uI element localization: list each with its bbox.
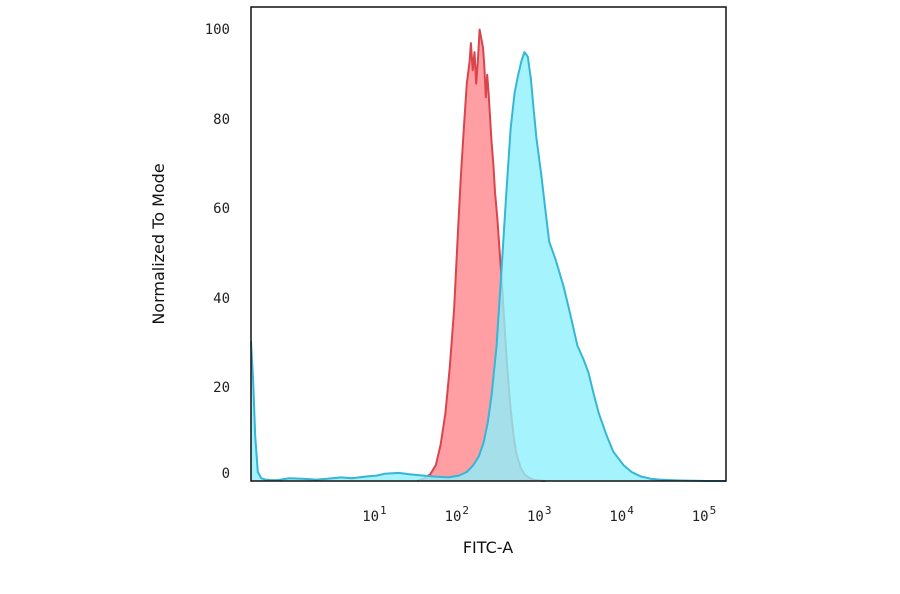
x-axis-label: FITC-A <box>463 538 513 557</box>
series-layer <box>250 28 726 482</box>
plot-frame <box>250 6 727 482</box>
y-axis-label: Normalized To Mode <box>149 163 168 324</box>
x-axis: 101 102 103 104 105 <box>362 504 716 525</box>
y-axis: 0 20 40 60 80 100 <box>205 22 230 482</box>
series-1-area <box>417 29 546 481</box>
y-tick-label: 20 <box>213 380 230 396</box>
y-tick-label: 40 <box>213 291 230 307</box>
x-tick-label: 104 <box>609 504 634 525</box>
y-tick-label: 100 <box>205 22 230 38</box>
x-tick-label: 103 <box>527 504 551 525</box>
series-2-line <box>250 51 726 482</box>
x-tick-label: 101 <box>362 504 386 525</box>
x-tick-label: 105 <box>692 504 716 525</box>
y-tick-label: 60 <box>213 201 230 217</box>
y-tick-label: 80 <box>213 112 230 128</box>
x-tick-label: 102 <box>445 504 469 525</box>
y-tick-label: 0 <box>222 466 230 482</box>
